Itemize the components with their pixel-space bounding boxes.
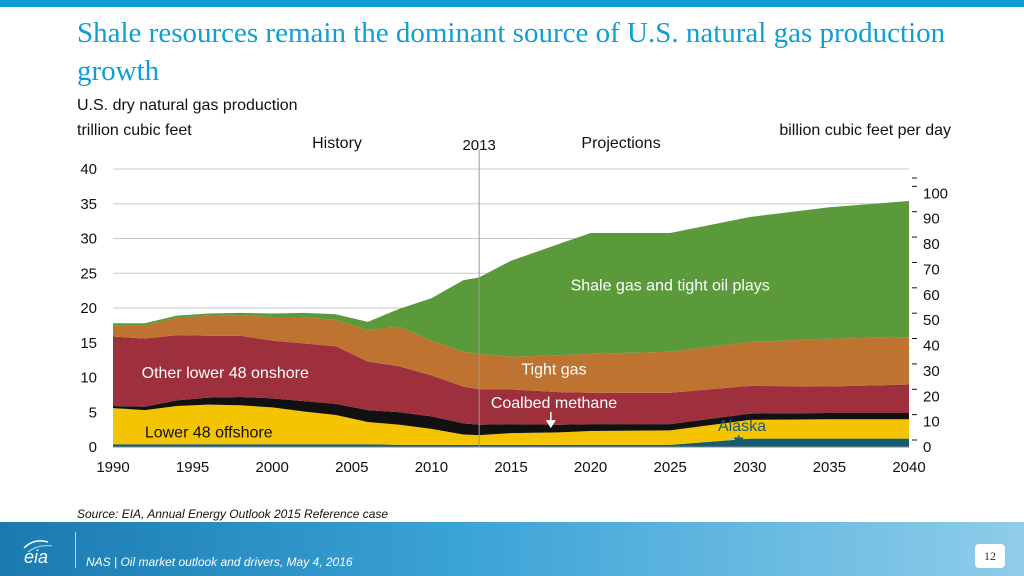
right-tick-label-10: 10 [923,414,940,431]
area-lower-48-offshore [113,404,909,445]
source-note: Source: EIA, Annual Energy Outlook 2015 … [77,507,389,521]
y-tick-label-30: 30 [80,231,97,248]
left-axis-unit: trillion cubic feet [77,122,192,139]
right-tick-label-100: 100 [923,185,948,202]
x-tick-label-1995: 1995 [176,459,209,476]
x-tick-label-2035: 2035 [813,459,846,476]
annotation-coalbed-methane: Coalbed methane [491,395,617,412]
x-tick-label-2020: 2020 [574,459,607,476]
projections-label: Projections [581,135,660,152]
y-tick-label-0: 0 [89,439,97,456]
annotation-shale-gas-and-tight-oil-plays: Shale gas and tight oil plays [571,278,770,295]
y-tick-label-25: 25 [80,265,97,282]
x-tick-label-2000: 2000 [256,459,289,476]
x-tick-label-2025: 2025 [654,459,687,476]
right-tick-label-0: 0 [923,439,931,456]
right-tick-label-40: 40 [923,338,940,355]
x-tick-label-2040: 2040 [892,459,925,476]
area-alaska [113,438,909,447]
footer-bar [0,522,1024,576]
right-tick-label-30: 30 [923,363,940,380]
chart-subtitle: U.S. dry natural gas production [77,97,298,114]
eia-logo-icon: eia [23,540,53,566]
y-tick-label-10: 10 [80,370,97,387]
y-tick-label-35: 35 [80,196,97,213]
x-tick-label-2030: 2030 [733,459,766,476]
divider-year-label: 2013 [462,137,495,154]
right-tick-label-70: 70 [923,261,940,278]
x-tick-label-2015: 2015 [494,459,527,476]
annotation-tight-gas: Tight gas [521,362,586,379]
right-tick-label-50: 50 [923,312,940,329]
y-tick-label-15: 15 [80,335,97,352]
y-tick-label-40: 40 [80,161,97,178]
arrow-head-coalbed-methane [545,420,556,429]
annotation-lower-48-offshore: Lower 48 offshore [145,424,273,441]
right-tick-label-80: 80 [923,236,940,253]
x-tick-label-2005: 2005 [335,459,368,476]
eia-logo-text: eia [24,547,48,566]
y-tick-label-20: 20 [80,300,97,317]
y-tick-label-5: 5 [89,404,97,421]
area-tight-gas [113,314,909,393]
annotation-alaska: Alaska [718,418,766,435]
area-coalbed-methane [113,396,909,436]
arrow-head-alaska [733,437,744,446]
right-axis-unit: billion cubic feet per day [779,122,951,139]
area-shale-gas-and-tight-oil-plays [113,200,909,357]
x-tick-label-2010: 2010 [415,459,448,476]
right-tick-label-90: 90 [923,211,940,228]
annotation-other-lower-48-onshore: Other lower 48 onshore [142,365,309,382]
footer-divider [75,532,76,568]
slide-title: Shale resources remain the dominant sour… [77,17,946,87]
x-tick-label-1990: 1990 [96,459,129,476]
page-number: 12 [975,544,1005,568]
right-tick-label-20: 20 [923,388,940,405]
area-other-lower-48-onshore [113,335,909,425]
right-tick-label-60: 60 [923,287,940,304]
history-label: History [312,135,362,152]
footer-text: NAS | Oil market outlook and drivers, Ma… [86,555,353,569]
top-accent-bar [0,0,1024,7]
